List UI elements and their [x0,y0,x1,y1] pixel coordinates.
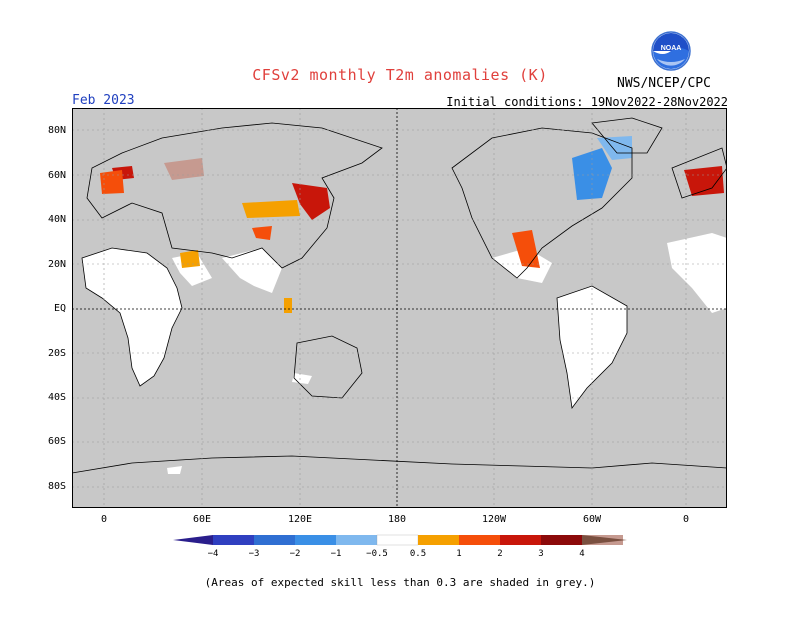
lon-label-0: 0 [100,514,108,525]
chart-title: CFSv2 monthly T2m anomalies (K) [252,66,548,84]
colorbar-label: 2 [497,549,502,558]
lat-label-20n: 20N [48,259,67,270]
colorbar-label: −2 [290,549,301,558]
lon-label-60w: 60W [582,514,602,525]
logo-text: NOAA [661,45,682,52]
lat-label-80s: 80S [48,481,67,492]
lon-label-60e: 60E [192,514,212,525]
lon-label-0-right: 0 [682,514,690,525]
colorbar-box [376,534,419,546]
colorbar-label: −3 [249,549,260,558]
colorbar-arrow-high [582,535,627,545]
land-white-areas [82,233,727,474]
anomaly-patches [100,136,724,313]
colorbar-box [459,535,500,545]
lat-label-60s: 60S [48,436,67,447]
lat-label-40n: 40N [48,214,67,225]
agency-label: NWS/NCEP/CPC [617,76,711,91]
lon-label-180: 180 [387,514,407,525]
map-frame [72,108,727,508]
colorbar-box [500,535,541,545]
colorbar-label: 1 [456,549,461,558]
colorbar-arrow-low [173,535,213,545]
colorbar-label: −0.5 [366,549,388,558]
noaa-logo: NOAA [651,31,691,71]
colorbar-label: −4 [208,549,219,558]
lat-label-80n: 80N [48,125,67,136]
lon-label-120w: 120W [481,514,507,525]
colorbar-label: −1 [331,549,342,558]
graticule [72,108,727,508]
footnote: (Areas of expected skill less than 0.3 a… [204,576,596,589]
colorbar-box [213,535,254,545]
initial-conditions: Initial conditions: 19Nov2022-28Nov2022 [446,95,728,109]
colorbar-box [336,535,377,545]
colorbar-box [541,535,582,545]
colorbar-box [295,535,336,545]
lat-label-20s: 20S [48,348,67,359]
lon-label-120e: 120E [287,514,313,525]
colorbar-label: 0.5 [410,549,426,558]
valid-month: Feb 2023 [72,93,135,108]
lat-label-eq: EQ [54,303,67,314]
lat-label-60n: 60N [48,170,67,181]
lat-label-40s: 40S [48,392,67,403]
colorbar-label: 4 [579,549,584,558]
colorbar-box [254,535,295,545]
coastlines [72,117,727,474]
colorbar: −4 −3 −2 −1 −0.5 0.5 1 2 3 4 [173,534,627,558]
anomaly-map [72,108,727,508]
colorbar-label: 3 [538,549,543,558]
colorbar-box [418,535,459,545]
